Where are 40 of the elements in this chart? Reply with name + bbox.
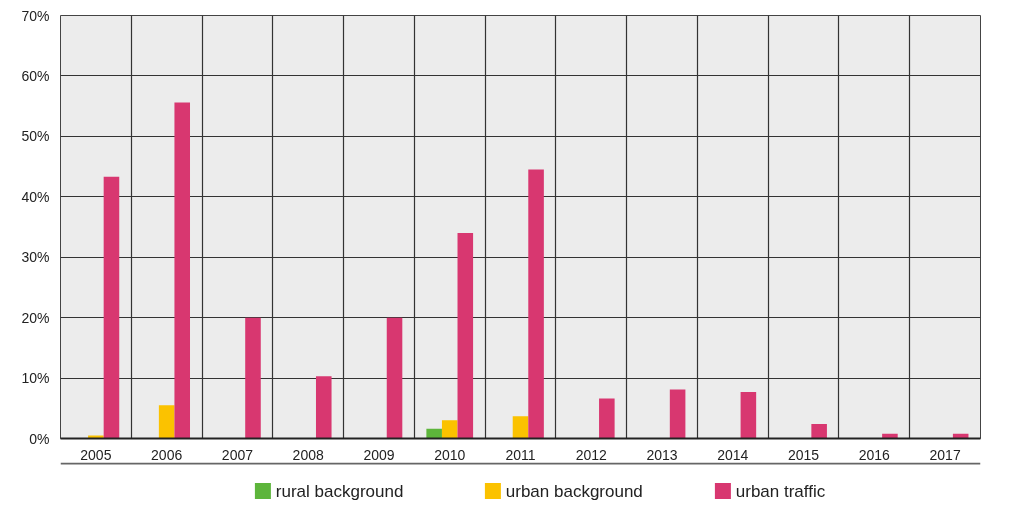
bar (669, 389, 686, 439)
y-tick-label: 0% (29, 430, 50, 447)
x-tick-label: 2009 (363, 446, 395, 463)
y-tick-label: 20% (21, 309, 50, 326)
bar (245, 317, 261, 439)
legend-label: urban background (505, 481, 643, 501)
x-tick-label: 2007 (221, 446, 254, 463)
x-tick-label: 2006 (151, 446, 183, 463)
x-tick-label: 2005 (80, 446, 112, 463)
y-tick-label: 30% (21, 249, 50, 266)
bar (426, 428, 442, 439)
bar (457, 233, 474, 439)
bar (88, 435, 104, 439)
x-tick-label: 2013 (646, 446, 678, 463)
x-tick-label: 2015 (788, 446, 820, 463)
bar (512, 416, 529, 439)
bar (158, 405, 175, 439)
bar (740, 391, 757, 439)
y-tick-label: 50% (21, 128, 50, 145)
y-tick-label: 40% (21, 188, 50, 205)
legend-label: rural background (275, 481, 404, 501)
x-tick-label: 2011 (505, 446, 536, 463)
y-tick-label: 60% (21, 67, 50, 84)
x-tick-label: 2008 (292, 446, 324, 463)
bar (528, 169, 544, 439)
bar (441, 420, 458, 439)
x-tick-label: 2012 (575, 446, 608, 463)
bar (103, 176, 120, 439)
x-tick-label: 2016 (858, 446, 891, 463)
y-tick-label: 10% (21, 370, 50, 387)
bar (811, 424, 827, 439)
bar (386, 317, 403, 439)
bar (174, 102, 191, 439)
x-tick-label: 2017 (929, 446, 961, 463)
legend-label: urban traffic (735, 481, 826, 501)
x-tick-label: 2014 (717, 446, 749, 463)
bar (599, 398, 615, 439)
x-tick-label: 2010 (434, 446, 466, 463)
bar (315, 376, 332, 439)
y-tick-label: 70% (21, 7, 50, 24)
